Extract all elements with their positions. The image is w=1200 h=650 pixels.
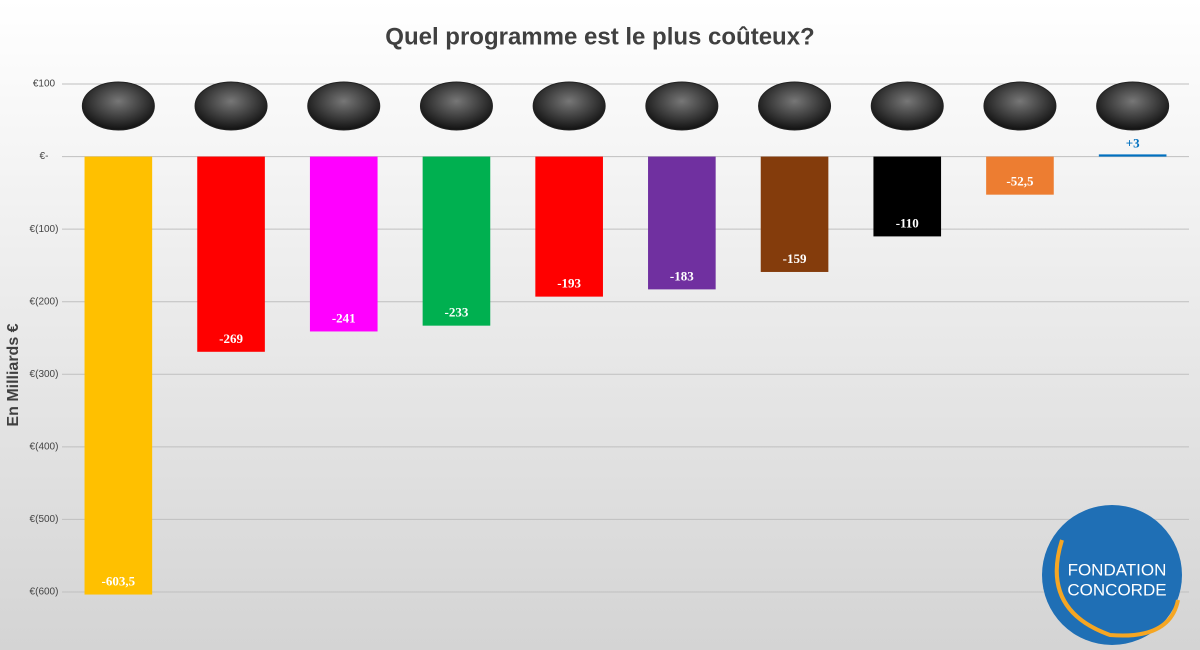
bar (760, 156, 829, 272)
bar (1098, 154, 1167, 157)
y-axis-label: En Milliards € (5, 323, 22, 426)
logo: FONDATION CONCORDE (1042, 505, 1182, 645)
y-tick-label: €100 (33, 79, 56, 90)
value-label: -269 (219, 331, 243, 346)
bar (84, 156, 153, 595)
bar (309, 156, 378, 332)
y-tick-label: €(200) (30, 296, 59, 307)
bar (986, 156, 1054, 195)
bar (197, 156, 265, 352)
y-tick-label: €(500) (30, 514, 59, 525)
value-label: -193 (557, 276, 581, 291)
candidate-photo (419, 81, 493, 131)
bar (873, 156, 942, 237)
candidate-photo (194, 81, 268, 131)
value-label: -110 (896, 215, 919, 230)
candidate-photo (983, 81, 1057, 131)
y-tick-label: €(300) (30, 369, 59, 380)
candidate-photo (870, 81, 944, 131)
candidate-photo (1096, 81, 1170, 131)
bar (648, 156, 716, 290)
value-label: -52,5 (1006, 174, 1034, 189)
logo-text: FONDATION (1068, 560, 1167, 579)
value-label: -233 (445, 305, 469, 320)
logo-circle (1042, 505, 1182, 645)
chart-title: Quel programme est le plus coûteux? (385, 23, 814, 50)
y-tick-label: €(600) (30, 587, 59, 598)
bar (535, 156, 603, 297)
y-tick-label: €(400) (30, 441, 59, 452)
logo-swoosh (1054, 539, 1180, 638)
value-label: +3 (1126, 135, 1140, 150)
candidate-photo (532, 81, 606, 131)
y-tick-label: €(100) (30, 224, 59, 235)
candidate-photo (758, 81, 832, 131)
candidate-photo (307, 81, 381, 131)
value-label: -241 (332, 310, 356, 325)
value-label: -183 (670, 268, 694, 283)
candidate-photo (645, 81, 719, 131)
y-tick-label: €- (40, 151, 49, 162)
logo-text: CONCORDE (1067, 580, 1166, 599)
candidate-photo (81, 81, 155, 131)
value-label: -159 (783, 251, 807, 266)
bar (422, 156, 491, 326)
value-label: -603,5 (102, 574, 136, 589)
